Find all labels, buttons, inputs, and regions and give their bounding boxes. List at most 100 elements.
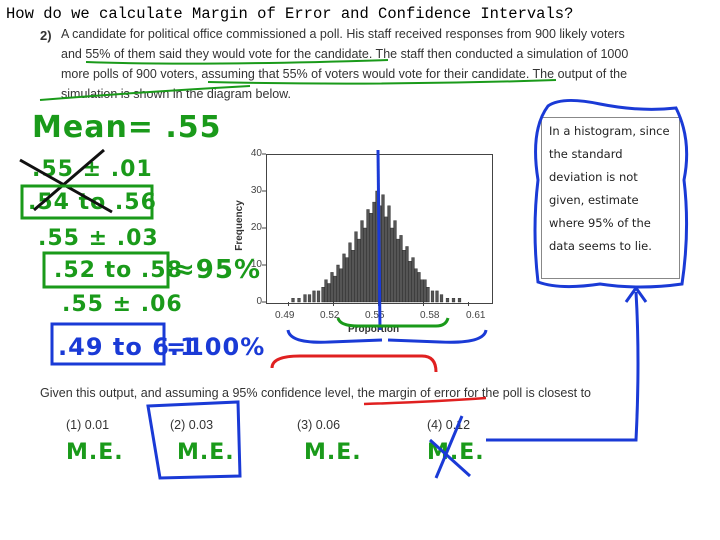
histogram-bar-40 — [423, 279, 427, 303]
histogram-bar-18 — [357, 238, 361, 303]
histogram-bar-4 — [312, 290, 316, 303]
given-statement: Given this output, and assuming a 95% co… — [40, 386, 591, 400]
slide-title: How do we calculate Margin of Error and … — [6, 5, 574, 23]
histogram-bar-16 — [351, 249, 355, 303]
handwriting-range-01: .54 to .56 — [28, 190, 157, 215]
histogram-bar-3 — [307, 294, 312, 303]
question-number: 2) — [40, 28, 52, 43]
handwriting-me-2: M.E. — [177, 440, 235, 465]
histogram-bar-14 — [345, 257, 349, 303]
histogram-bar-7 — [324, 279, 328, 303]
question-line-3: more polls of 900 voters, assuming that … — [61, 67, 628, 81]
histogram-bar-42 — [430, 290, 435, 303]
note-line-4: given, estimate — [549, 193, 639, 207]
question-line-4: simulation is shown in the diagram below… — [61, 87, 291, 101]
histogram-bar-44 — [439, 294, 444, 303]
note-line-6: data seems to lie. — [549, 239, 652, 253]
brace-100 — [286, 329, 488, 344]
histogram-bar-36 — [411, 257, 415, 303]
note-box — [541, 117, 680, 279]
histogram-bar-5 — [316, 290, 321, 303]
y-tick-20: 20 — [250, 222, 262, 233]
mean-line — [376, 149, 382, 331]
x-tick-061: 0.61 — [466, 310, 486, 321]
handwriting-pm-03: .55 ± .03 — [38, 226, 159, 251]
histogram-bar-38 — [417, 272, 421, 303]
histogram-bar-47 — [457, 298, 462, 303]
histogram-bar-23 — [372, 201, 376, 303]
histogram-bar-17 — [354, 231, 358, 303]
histogram-bar-11 — [336, 264, 340, 303]
question-line-2: and 55% of them said they would vote for… — [61, 47, 629, 61]
choice-2-box — [146, 400, 242, 480]
handwriting-range-06: .49 to 6.1 — [58, 333, 198, 361]
histogram-bar-33 — [402, 249, 406, 303]
x-tick-049: 0.49 — [275, 310, 295, 321]
y-tick-0: 0 — [256, 296, 262, 307]
arrow-head — [624, 285, 648, 303]
histogram-bar-45 — [445, 298, 450, 303]
connector-line — [39, 85, 251, 101]
question-line-1: A candidate for political office commiss… — [61, 27, 625, 41]
histogram-bar-20 — [363, 227, 367, 303]
histogram-bar-46 — [451, 298, 456, 303]
box-range-06 — [50, 322, 166, 366]
choice-4-cross — [428, 415, 472, 479]
histogram-bar-28 — [387, 205, 391, 303]
histogram-bar-41 — [426, 287, 430, 303]
choice-3: (3) 0.06 — [297, 418, 341, 432]
note-line-5: where 95% of the — [549, 216, 651, 230]
histogram-bar-2 — [303, 294, 307, 303]
underline-assuming — [207, 79, 557, 85]
choice-1: (1) 0.01 — [66, 418, 110, 432]
histogram-bar-8 — [327, 283, 331, 303]
red-underline — [363, 396, 487, 406]
note-line-2: the standard — [549, 147, 623, 161]
note-line-1: In a histogram, since — [549, 124, 670, 138]
x-tick-052: 0.52 — [320, 310, 340, 321]
x-axis-label: Proportion — [348, 324, 400, 335]
histogram-bar-32 — [399, 235, 403, 303]
cross-out-x — [19, 148, 113, 214]
histogram-bar-0 — [291, 298, 295, 303]
histogram-bar-15 — [348, 242, 352, 303]
handwriting-me-3: M.E. — [304, 440, 362, 465]
histogram-bar-22 — [369, 212, 373, 303]
histogram-bar-37 — [414, 268, 418, 303]
histogram-bar-26 — [381, 194, 385, 303]
handwriting-range-03: .52 to .58 — [54, 258, 183, 283]
histogram-bar-12 — [339, 268, 343, 303]
handwriting-approx-95: ≈95% — [173, 255, 262, 285]
histogram-bar-9 — [330, 272, 334, 303]
note-line-3: deviation is not — [549, 170, 638, 184]
x-tick-055: 0.55 — [365, 310, 385, 321]
y-tick-40: 40 — [250, 148, 262, 159]
histogram-bar-6 — [321, 287, 325, 303]
handwriting-me-1: M.E. — [66, 440, 124, 465]
box-range-03 — [42, 251, 170, 289]
histogram-bar-10 — [333, 275, 337, 303]
histogram-bar-34 — [405, 246, 409, 303]
y-tick-30: 30 — [250, 185, 262, 196]
histogram-bar-19 — [360, 220, 364, 303]
handwriting-mean: Mean= .55 — [32, 110, 222, 145]
brace-95 — [336, 317, 450, 328]
handwriting-pm-06: .55 ± .06 — [62, 292, 183, 317]
histogram-bar-39 — [420, 279, 424, 303]
histogram-bar-35 — [408, 261, 412, 303]
histogram-bar-1 — [297, 298, 301, 303]
histogram-bar-31 — [396, 238, 400, 303]
x-tick-058: 0.58 — [420, 310, 440, 321]
histogram-bar-27 — [384, 216, 388, 303]
arrow-line — [486, 291, 640, 442]
choice-2: (2) 0.03 — [170, 418, 214, 432]
histogram-bar-30 — [393, 220, 397, 303]
handwriting-eq-100: =100% — [166, 333, 266, 361]
note-blue-border — [533, 99, 689, 289]
box-range-01 — [20, 184, 154, 220]
histogram-bar-29 — [390, 227, 394, 303]
y-tick-10: 10 — [250, 259, 262, 270]
histogram-bar-21 — [366, 209, 370, 303]
underline-55-percent — [85, 59, 389, 65]
